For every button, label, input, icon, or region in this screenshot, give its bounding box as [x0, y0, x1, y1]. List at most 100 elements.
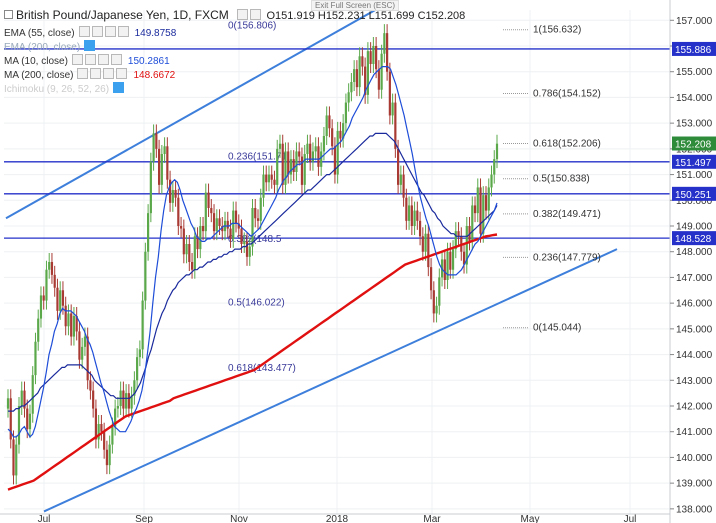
price-line-badge — [672, 41, 716, 56]
candle-body — [59, 290, 62, 311]
candle-body — [270, 174, 273, 180]
candle-body — [9, 398, 12, 440]
more-icon[interactable] — [117, 26, 129, 37]
candle-body — [427, 233, 430, 268]
fib-level-label: 0.618(143.477) — [228, 363, 296, 374]
candle-body — [171, 190, 174, 203]
candle-body — [190, 262, 194, 270]
settings-icon[interactable] — [84, 40, 96, 51]
candle-body — [490, 174, 493, 188]
candle-body — [353, 69, 356, 82]
price-axis-tick-label: 151.000 — [676, 170, 713, 181]
candle-body — [28, 413, 32, 430]
gear-icon[interactable] — [250, 9, 262, 20]
candle-body — [347, 92, 350, 103]
candle-body — [70, 313, 73, 337]
fib-level-label: 0.618(152.206) — [533, 139, 601, 150]
candle-body — [218, 218, 221, 226]
close-icon[interactable] — [97, 54, 109, 65]
eye-icon[interactable] — [71, 54, 83, 65]
candle-body — [34, 341, 37, 376]
candle-body — [138, 349, 141, 358]
exit-fullscreen-button[interactable]: Exit Full Screen (ESC) — [311, 0, 400, 11]
candle-body — [207, 192, 210, 208]
candle-body — [108, 444, 111, 466]
candle-body — [251, 208, 254, 247]
close-icon[interactable] — [103, 68, 115, 79]
collapse-icon[interactable] — [4, 10, 13, 19]
candle-body — [273, 179, 276, 185]
legend-settings-icons[interactable] — [237, 8, 263, 22]
candle-body — [438, 277, 441, 306]
candle-body — [12, 439, 15, 476]
candle-body — [317, 146, 320, 167]
gear-icon[interactable] — [91, 26, 103, 37]
indicator-value: 150.2861 — [127, 56, 170, 67]
candle-body — [449, 251, 452, 270]
candle-body — [237, 223, 240, 229]
candle-body — [39, 295, 43, 319]
price-line-badge-label: 150.251 — [675, 190, 712, 201]
candle-body — [116, 406, 119, 409]
eye-icon[interactable] — [237, 9, 249, 20]
legend-row-ema55: EMA (55, close) 149.8758 — [4, 26, 176, 40]
grid — [4, 10, 670, 514]
candle-body — [267, 174, 271, 183]
candle-body — [45, 269, 48, 301]
candle-body — [136, 357, 139, 381]
candle-body — [484, 195, 488, 211]
candle-body — [410, 205, 413, 226]
price-axis-tick-label: 138.000 — [676, 504, 713, 515]
candle-body — [413, 210, 416, 226]
gear-icon[interactable] — [90, 68, 102, 79]
candle-body — [127, 393, 130, 409]
time-axis[interactable]: Jul Sep Nov 2018 Mar May Jul — [0, 513, 670, 523]
candle-body — [6, 398, 10, 409]
candle-body — [342, 123, 345, 139]
candle-body — [383, 33, 386, 54]
close-icon[interactable] — [104, 26, 116, 37]
candle-body — [75, 316, 78, 332]
price-axis-tick-label: 154.000 — [676, 93, 713, 104]
channel-upper-line — [5, 0, 395, 220]
candle-body — [179, 226, 183, 229]
more-icon[interactable] — [110, 54, 122, 65]
candle-body — [17, 406, 21, 445]
price-axis-tick-label: 141.000 — [676, 427, 713, 438]
candle-body — [196, 236, 199, 250]
candle-body — [42, 295, 45, 301]
candle-body — [300, 156, 304, 185]
more-icon[interactable] — [116, 68, 128, 79]
candle-body — [361, 56, 364, 67]
indicator-value: 148.6672 — [133, 70, 176, 81]
candle-body — [482, 195, 485, 234]
time-axis-tick-label: May — [521, 514, 540, 523]
candle-body — [391, 102, 394, 116]
price-axis-tick-label: 148.000 — [676, 247, 713, 258]
price-axis[interactable]: 157.000156.000155.000154.000153.000152.0… — [669, 0, 716, 523]
candle-body — [72, 316, 76, 337]
candle-body — [399, 174, 402, 185]
candle-body — [454, 231, 457, 250]
eye-icon[interactable] — [78, 26, 90, 37]
fib-level-label: 0.382(149.471) — [533, 209, 601, 220]
candle-body — [168, 179, 172, 203]
legend-row-ichimoku: Ichimoku (9, 26, 52, 26) — [4, 82, 126, 96]
candle-body — [201, 226, 205, 232]
candle-body — [388, 71, 391, 116]
candle-body — [495, 143, 499, 160]
candle-body — [243, 241, 246, 244]
time-axis-tick-label: 2018 — [326, 514, 349, 523]
candle-body — [311, 151, 315, 162]
candle-body — [122, 390, 125, 409]
candle-body — [193, 236, 196, 270]
settings-icon[interactable] — [113, 82, 125, 93]
gear-icon[interactable] — [84, 54, 96, 65]
candle-body — [292, 159, 295, 172]
candle-body — [339, 130, 342, 139]
ema-55-line — [8, 132, 498, 412]
candle-body — [163, 146, 166, 154]
candle-body — [336, 130, 339, 175]
eye-icon[interactable] — [77, 68, 89, 79]
price-line-badge-label: 148.528 — [675, 234, 712, 245]
